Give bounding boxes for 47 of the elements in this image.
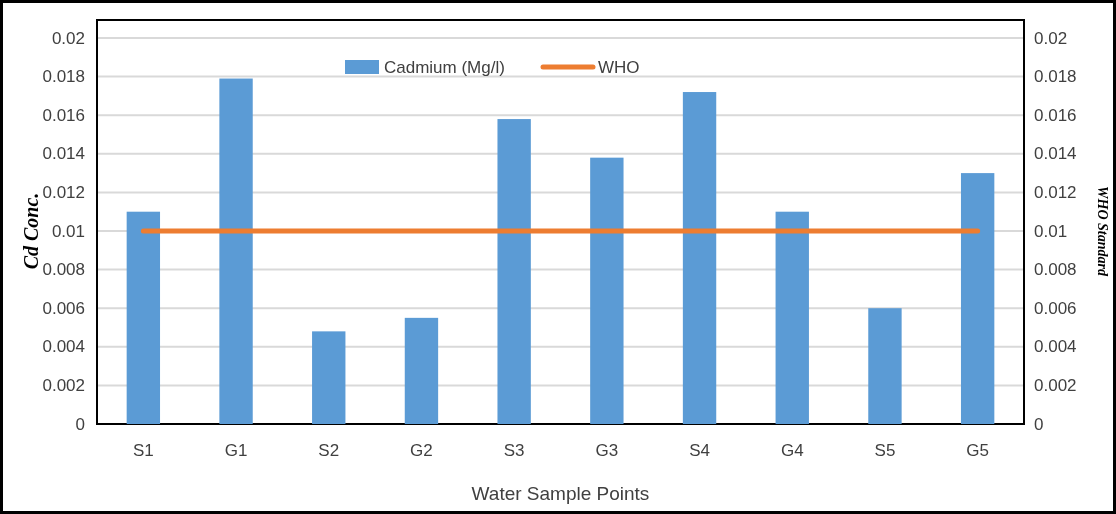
- y2-tick-label: 0.02: [1034, 28, 1068, 48]
- y2-tick-label: 0.018: [1034, 67, 1077, 87]
- bar: [126, 211, 161, 424]
- bar: [868, 308, 902, 424]
- bar: [497, 119, 531, 424]
- y-tick-label: 0.01: [51, 221, 85, 241]
- x-tick-label: G4: [780, 441, 804, 460]
- x-axis-title: Water Sample Points: [471, 483, 650, 504]
- y-axis-title: Cd Conc.: [20, 192, 42, 270]
- y2-tick-label: 0.01: [1034, 221, 1068, 241]
- x-tick-label: G1: [224, 441, 248, 460]
- y2-tick-label: 0.004: [1034, 337, 1077, 357]
- y2-tick-label: 0.012: [1034, 182, 1077, 202]
- legend-label: Cadmium (Mg/l): [384, 57, 505, 77]
- y-tick-label: 0.016: [42, 105, 85, 125]
- bar: [404, 317, 439, 424]
- y2-tick-label: 0: [1034, 414, 1044, 434]
- x-tick-label: S5: [874, 441, 896, 460]
- y-tick-label: 0.014: [42, 144, 85, 164]
- y-tick-label: 0.002: [42, 375, 85, 395]
- bar: [219, 78, 253, 424]
- x-tick-label: S2: [318, 441, 340, 460]
- x-tick-label: G3: [595, 441, 619, 460]
- y-tick-label: 0.018: [42, 67, 85, 87]
- bar: [960, 173, 995, 424]
- legend-label: WHO: [598, 57, 640, 77]
- x-tick-label: S1: [132, 441, 154, 460]
- y2-tick-label: 0.016: [1034, 105, 1077, 125]
- x-tick-label: S3: [503, 441, 525, 460]
- y-tick-label: 0: [75, 414, 85, 434]
- y-tick-label: 0.004: [42, 337, 85, 357]
- y2-tick-label: 0.002: [1034, 375, 1077, 395]
- x-tick-label: S4: [689, 441, 710, 460]
- y2-tick-label: 0.006: [1034, 298, 1077, 318]
- x-tick-label: G2: [410, 441, 433, 460]
- y2-tick-label: 0.008: [1034, 260, 1077, 280]
- y2-tick-label: 0.014: [1034, 144, 1077, 164]
- bar: [312, 331, 346, 424]
- bar: [775, 211, 809, 424]
- y-tick-label: 0.02: [51, 28, 85, 48]
- x-tick-label: G5: [966, 441, 989, 460]
- y-tick-label: 0.006: [42, 298, 85, 318]
- y-tick-label: 0.012: [42, 182, 85, 202]
- bar: [590, 157, 624, 424]
- bar: [682, 92, 717, 424]
- y-tick-label: 0.008: [42, 260, 85, 280]
- y2-axis-title: WHO Standard: [1095, 186, 1110, 277]
